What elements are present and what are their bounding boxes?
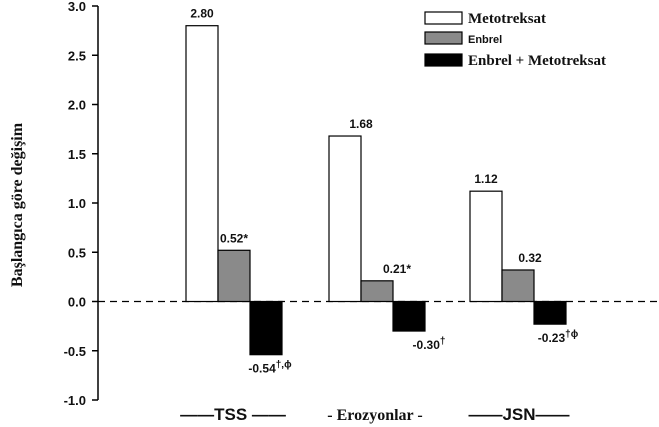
bar-erozyonlar-series-1 [328,135,362,303]
y-tick-label: 3.0 [68,0,86,14]
data-label: 0.21* [383,262,411,276]
y-axis: 3.0 2.5 2.0 1.5 1.0 0.5 0.0 -0.5 -1.0 [64,0,99,408]
data-label: 2.80 [190,7,214,21]
legend-label-series-2: Enbrel [468,34,502,46]
category-label-tss: ——TSS —— [180,405,286,424]
legend-swatch-series-2 [424,31,463,45]
y-tick-label: 0.5 [68,245,86,260]
bar-erozyonlar-series-3 [392,300,426,332]
bar-tss-series-1 [185,25,219,303]
bar-tss-series-3 [249,300,283,356]
bar-erozyonlar-series-2 [360,280,394,303]
data-label: 0.52* [220,231,248,245]
data-label: 1.12 [474,172,498,186]
bar-jsn-series-3 [533,300,567,325]
y-tick-label: -1.0 [64,393,86,408]
bar-jsn-series-2 [501,269,535,303]
legend-label-series-1: Metotreksat [468,11,546,27]
bar-jsn-series-1 [469,190,503,303]
legend-swatch-series-1 [424,11,463,25]
category-label-erozyonlar: - Erozyonlar - [327,407,422,424]
legend-label-series-3: Enbrel + Metotreksat [468,53,606,69]
bar-tss-series-2 [217,249,251,303]
y-tick-label: 1.5 [68,147,86,162]
y-tick-label: 0.0 [68,295,86,310]
y-axis-title: Başlangıca göre değişim [9,122,26,287]
data-label: -0.54†,ϕ [248,360,292,376]
y-tick-label: 2.0 [68,98,86,113]
category-label-jsn: ——JSN—— [468,405,569,424]
legend: Metotreksat Enbrel Enbrel + Metotreksat [424,11,606,69]
category-labels: ——TSS —— - Erozyonlar - ——JSN—— [180,405,569,424]
data-label: 1.68 [349,117,373,131]
data-labels: 2.80 1.68 1.12 0.52* 0.21* 0.32 -0.54†,ϕ -0.30†… [190,7,578,376]
data-label: -0.23†ϕ [538,329,579,345]
bars [185,25,567,356]
y-tick-label: -0.5 [64,344,86,359]
y-tick-label: 2.5 [68,48,86,63]
legend-swatch-series-3 [424,53,463,67]
data-label: -0.30† [413,336,446,352]
data-label: 0.32 [518,251,542,265]
y-tick-label: 1.0 [68,196,86,211]
